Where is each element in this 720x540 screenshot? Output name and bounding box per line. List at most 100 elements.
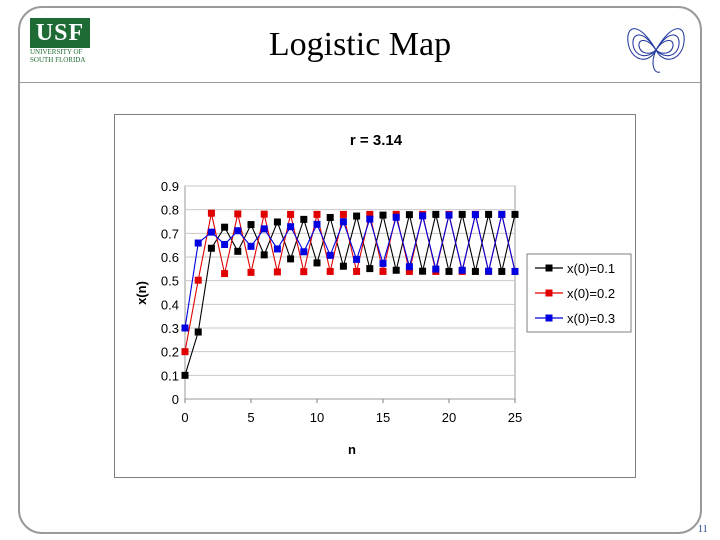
- series-2-point: [366, 210, 374, 218]
- page-number: 11: [698, 524, 708, 535]
- y-tick-label: 0.5: [161, 274, 179, 289]
- series-3-point: [458, 266, 466, 274]
- x-tick-label: 25: [508, 410, 522, 425]
- series-3-point: [221, 240, 229, 248]
- series-1-point: [326, 213, 334, 221]
- series-3-point: [392, 213, 400, 221]
- series-1-point: [194, 328, 202, 336]
- x-tick-label: 15: [376, 410, 390, 425]
- logistic-map-chart: r = 3.14 0 0.1 0.2 0.3 0.4 0.5 0.6 0.7 0.8 0.9 0 5 1…: [134, 132, 632, 457]
- series-3-point: [260, 225, 268, 233]
- series-1-point: [471, 267, 479, 275]
- y-tick-label: 0.8: [161, 203, 179, 218]
- usf-logo: USF UNIVERSITY OF SOUTH FLORIDA: [30, 18, 94, 68]
- x-tick-label: 10: [310, 410, 324, 425]
- series-2-point: [247, 268, 255, 276]
- title-divider: [18, 82, 702, 83]
- series-2-point: [339, 210, 347, 218]
- series-1-point: [353, 212, 361, 220]
- series-1-point: [339, 262, 347, 270]
- series-3-point: [353, 255, 361, 263]
- series-3-point: [313, 220, 321, 228]
- series-3-point: [485, 267, 493, 275]
- y-tick-label: 0.7: [161, 226, 179, 241]
- series-1-point: [234, 247, 242, 255]
- y-axis-label: x(n): [134, 281, 149, 305]
- series-2-point: [353, 267, 361, 275]
- slide-title: Logistic Map: [268, 26, 452, 63]
- series-3-point: [471, 211, 479, 219]
- series-2-point: [221, 270, 229, 278]
- series-3-point: [326, 251, 334, 259]
- series-1-point: [511, 210, 519, 218]
- series-3-point: [207, 228, 215, 236]
- x-tick-label: 20: [442, 410, 456, 425]
- series-1-point: [432, 210, 440, 218]
- series-2-point: [260, 210, 268, 218]
- series-1-point: [379, 211, 387, 219]
- legend-swatch-marker: [545, 289, 553, 297]
- slide-frame: [18, 6, 702, 534]
- series-3-point: [366, 215, 374, 223]
- series-3-point: [339, 218, 347, 226]
- series-1-point: [181, 371, 189, 379]
- x-axis-label: n: [348, 442, 356, 457]
- legend-entry: x(0)=0.1: [567, 261, 615, 276]
- y-tick-label: 0.4: [161, 297, 179, 312]
- y-tick-label: 0.6: [161, 250, 179, 265]
- series-2-point: [379, 267, 387, 275]
- chart-container: r = 3.14 0 0.1 0.2 0.3 0.4 0.5 0.6 0.7 0.8 0.9 0 5 1…: [114, 114, 636, 478]
- series-3-point: [287, 223, 295, 231]
- series-3-point: [432, 265, 440, 273]
- usf-logo-line-1: UNIVERSITY OF: [30, 48, 83, 56]
- y-tick-label: 0: [172, 392, 179, 407]
- series-3-point: [405, 263, 413, 271]
- series-1-point: [405, 211, 413, 219]
- series-1-point: [392, 266, 400, 274]
- x-tick-label: 0: [181, 410, 188, 425]
- plot-area: [184, 185, 516, 400]
- legend-entry: x(0)=0.3: [567, 311, 615, 326]
- series-2-point: [313, 210, 321, 218]
- series-1-point: [313, 259, 321, 267]
- series-2-point: [234, 210, 242, 218]
- series-2-point: [181, 348, 189, 356]
- legend-entry: x(0)=0.2: [567, 286, 615, 301]
- series-3-point: [247, 242, 255, 250]
- series-3-point: [498, 210, 506, 218]
- series-3-point: [445, 211, 453, 219]
- chart-title: r = 3.14: [350, 132, 403, 149]
- series-1-point: [458, 210, 466, 218]
- series-2-point: [405, 267, 413, 275]
- series-2-point: [194, 276, 202, 284]
- series-1-point: [221, 223, 229, 231]
- y-tick-label: 0.1: [161, 368, 179, 383]
- series-1-point: [207, 244, 215, 252]
- series-1-point: [260, 251, 268, 259]
- series-1-point: [419, 267, 427, 275]
- series-1-point: [498, 267, 506, 275]
- series-1-point: [247, 221, 255, 229]
- series-3-point: [511, 267, 519, 275]
- legend-swatch-marker: [545, 264, 553, 272]
- series-1-point: [300, 215, 308, 223]
- y-tick-label: 0.2: [161, 345, 179, 360]
- series-3-point: [234, 227, 242, 235]
- y-tick-label: 0.3: [161, 321, 179, 336]
- series-3-point: [419, 212, 427, 220]
- usf-logo-line-2: SOUTH FLORIDA: [30, 56, 86, 64]
- series-1-point: [445, 267, 453, 275]
- series-3-point: [181, 324, 189, 332]
- x-tick-label: 5: [247, 410, 254, 425]
- legend-swatch-marker: [545, 314, 553, 322]
- butterfly-attractor-icon: [627, 28, 685, 73]
- series-3-point: [194, 239, 202, 247]
- series-1-point: [273, 218, 281, 226]
- series-2-point: [273, 268, 281, 276]
- usf-logo-mark: USF: [30, 18, 90, 48]
- series-3-point: [379, 259, 387, 267]
- series-2-point: [207, 209, 215, 217]
- series-1-point: [287, 255, 295, 263]
- series-1-point: [485, 210, 493, 218]
- series-2-point: [326, 267, 334, 275]
